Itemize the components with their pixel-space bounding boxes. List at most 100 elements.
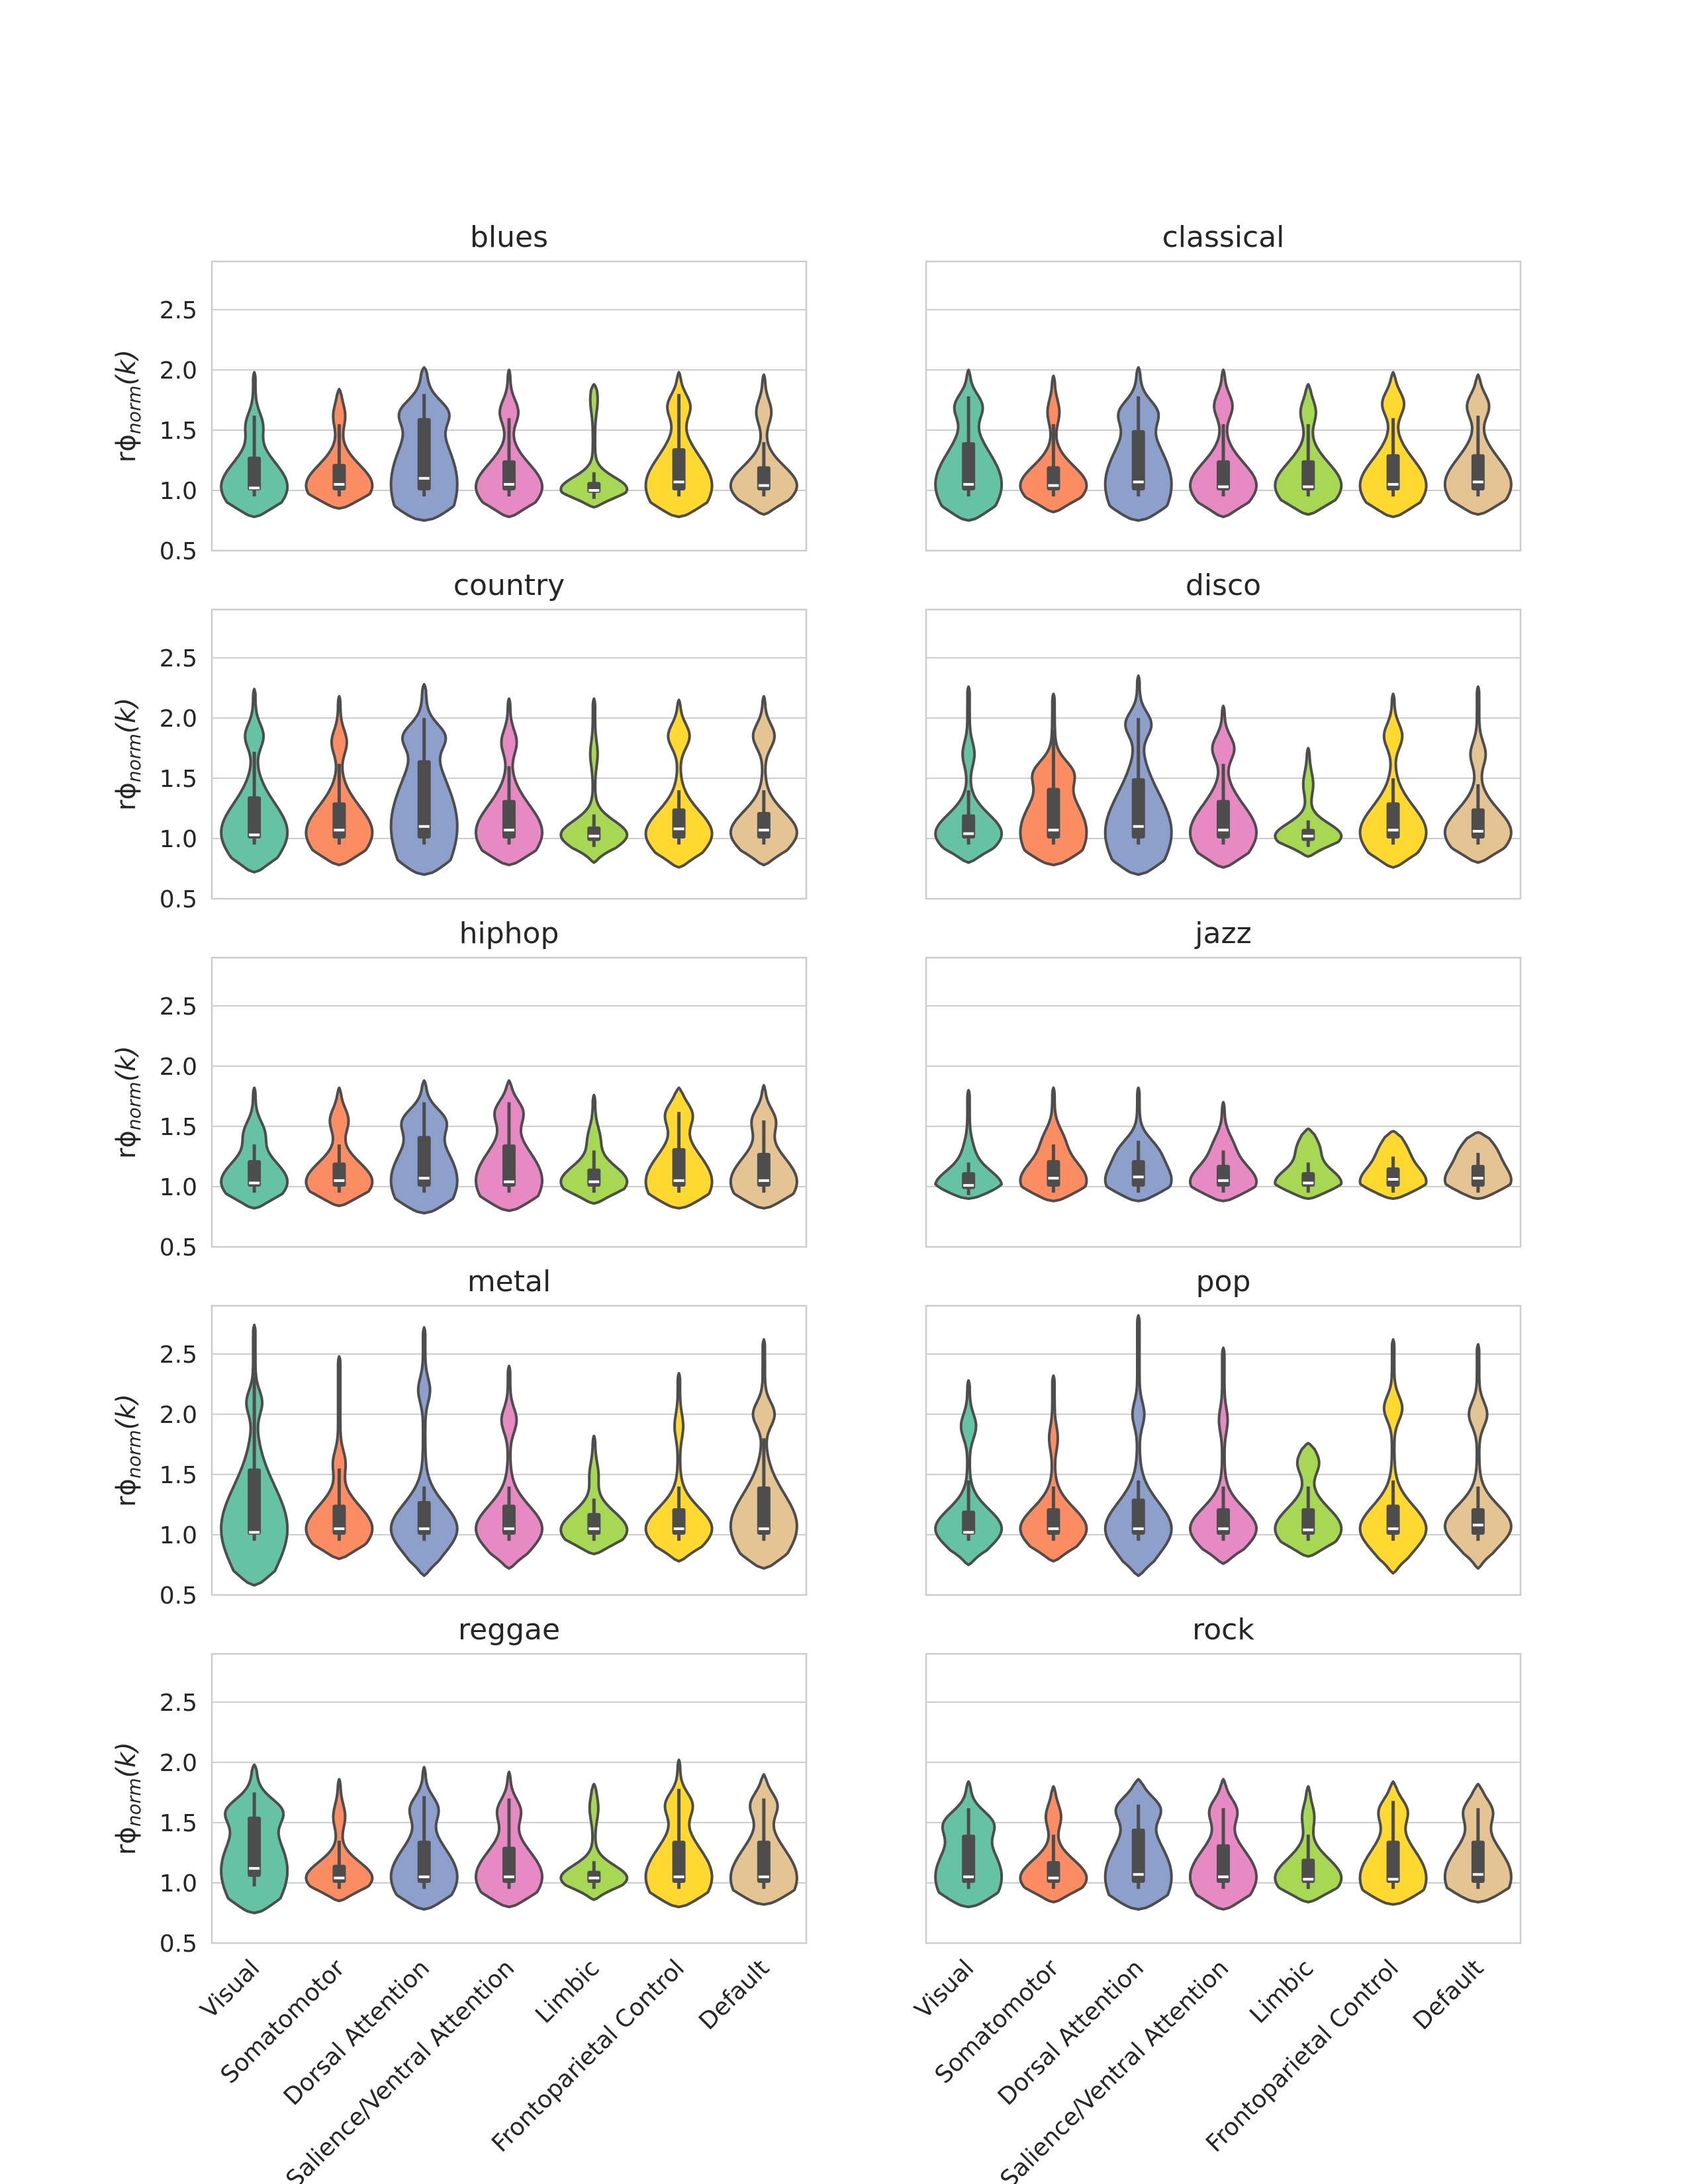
violin-frontoparietal-control [1358,371,1428,518]
violin-body [934,1089,1004,1201]
y-tick-label: 1.0 [160,1870,197,1897]
y-tick-label: 2.5 [160,1342,197,1369]
y-tick-label: 2.5 [160,645,197,672]
violin-default [1443,685,1513,864]
violin-dorsal-attention [389,682,459,876]
violin-visual [220,1763,289,1915]
x-tick-label: Default [694,1954,774,2035]
violin-iqr-box [502,799,516,839]
panel-disco: disco [925,569,1522,900]
violin-body [934,1379,1004,1567]
y-tick-label: 1.5 [160,418,197,445]
violin-body [1443,685,1513,864]
panel-title: metal [467,1265,551,1298]
violin-default [729,695,798,866]
violin-iqr-box [248,796,261,839]
violin-visual [934,685,1004,864]
violin-dorsal-attention [1103,1086,1173,1203]
violin-iqr-box [1386,454,1400,490]
violin-iqr-box [757,1152,771,1187]
violin-iqr-box [1047,788,1060,839]
violin-iqr-box [962,1510,976,1535]
y-tick-label: 1.0 [160,478,197,505]
violin-visual [934,1780,1004,1909]
y-tick-label: 2.0 [160,1750,197,1777]
panel-title: jazz [1194,917,1251,950]
violin-iqr-box [1471,808,1485,839]
violin-salience-ventral-attention [1189,704,1258,869]
violin-iqr-box [248,1468,261,1535]
violin-limbic [1274,1127,1343,1201]
violin-body [559,383,629,509]
x-tick-label: Limbic [1244,1954,1319,2028]
violin-somatomotor [1019,375,1088,514]
violin-iqr-box [1301,1508,1315,1535]
violin-iqr-box [248,1160,261,1187]
violin-iqr-box [1047,1861,1060,1883]
violin-default [729,1338,798,1570]
violin-body [1019,1374,1088,1563]
violin-iqr-box [1386,1504,1400,1535]
panel-title: hiphop [459,917,559,950]
y-axis-label: rϕnorm(k) [111,1046,145,1159]
y-tick-label: 0.5 [160,1582,197,1610]
panel-hiphop: hiphop 0.5 1.0 1.5 2.0 2.5 rϕnorm(k) [111,917,808,1261]
violin-frontoparietal-control [644,1086,714,1210]
violin-iqr-box [332,1162,346,1187]
violin-body [644,698,714,869]
violin-salience-ventral-attention [475,697,543,866]
y-tick-label: 1.5 [160,1810,197,1837]
violin-visual [220,371,289,518]
violin-iqr-box [587,1168,601,1187]
violin-somatomotor [1019,692,1088,866]
violin-frontoparietal-control [644,1758,714,1909]
violin-dorsal-attention [389,1326,459,1577]
violin-dorsal-attention [389,366,459,522]
violin-visual [220,688,289,874]
violin-body [1358,1338,1428,1575]
violin-iqr-box [332,1864,346,1883]
violin-iqr-box [417,418,431,490]
y-tick-label: 1.0 [160,1174,197,1201]
violin-default [1443,1782,1513,1904]
panel-title: disco [1186,569,1261,602]
violin-iqr-box [962,442,976,490]
y-tick-label: 2.0 [160,357,197,385]
violin-iqr-box [1217,1508,1230,1535]
violin-iqr-box [1386,802,1400,839]
violin-iqr-box [417,1136,431,1187]
violin-limbic [559,697,629,864]
violin-iqr-box [757,811,771,839]
panel-title: rock [1192,1613,1254,1647]
violin-iqr-box [1471,1841,1485,1883]
violin-iqr-box [1301,1172,1315,1187]
x-tick-label: Dorsal Attention [279,1954,435,2111]
violin-default [729,1773,798,1906]
violin-iqr-box [587,1513,601,1535]
y-tick-label: 0.5 [160,1931,197,1958]
violin-limbic [1274,747,1343,858]
panel-reggae: reggae0.51.01.52.02.5rϕnorm(k)VisualSoma… [111,1613,808,2184]
violin-somatomotor [305,1778,374,1903]
violin-iqr-box [1047,1508,1060,1535]
violin-body [305,1778,374,1903]
violin-iqr-box [332,802,346,839]
violin-iqr-box [1471,1165,1485,1187]
violin-iqr-box [248,1816,261,1877]
violin-visual [934,1089,1004,1201]
violin-visual [934,368,1004,522]
x-tick-label: Limbic [530,1954,604,2028]
violin-body [475,1365,543,1570]
violin-body [559,1434,629,1556]
violin-iqr-box [502,1144,516,1187]
violin-salience-ventral-attention [1189,1101,1258,1203]
violin-iqr-box [1131,778,1145,839]
violin-salience-ventral-attention [475,368,543,518]
violin-somatomotor [305,388,374,510]
violin-dorsal-attention [389,1079,459,1214]
violin-dorsal-attention [1103,674,1173,876]
violin-iqr-box [502,1504,516,1535]
violin-body [389,1326,459,1577]
y-tick-label: 2.0 [160,705,197,733]
